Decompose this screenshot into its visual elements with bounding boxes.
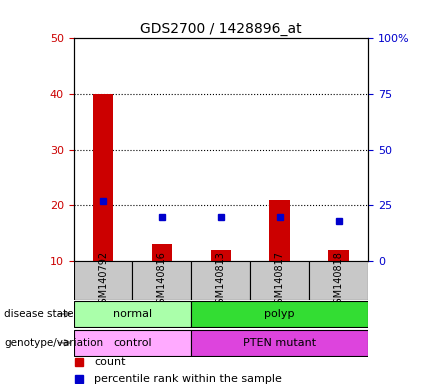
Text: percentile rank within the sample: percentile rank within the sample	[94, 374, 282, 384]
Bar	[191, 330, 368, 356]
Bar	[250, 261, 309, 300]
Bar	[269, 200, 290, 261]
Text: GSM140813: GSM140813	[216, 251, 226, 310]
Bar	[309, 261, 368, 300]
Bar	[93, 94, 113, 261]
Text: disease state: disease state	[4, 309, 74, 319]
Text: PTEN mutant: PTEN mutant	[243, 338, 316, 348]
Bar	[191, 301, 368, 327]
Bar	[152, 245, 172, 261]
Text: polyp: polyp	[265, 309, 295, 319]
Title: GDS2700 / 1428896_at: GDS2700 / 1428896_at	[140, 22, 302, 36]
Bar	[132, 261, 191, 300]
Bar	[74, 301, 191, 327]
Text: GSM140816: GSM140816	[157, 251, 167, 310]
Text: GSM140817: GSM140817	[275, 251, 285, 310]
Text: GSM140818: GSM140818	[333, 251, 344, 310]
Bar	[74, 261, 132, 300]
Bar	[74, 330, 191, 356]
Bar	[191, 261, 250, 300]
Text: count: count	[94, 358, 126, 367]
Bar	[210, 250, 231, 261]
Text: genotype/variation: genotype/variation	[4, 338, 103, 348]
Text: normal: normal	[113, 309, 152, 319]
Text: GSM140792: GSM140792	[98, 251, 108, 310]
Text: control: control	[113, 338, 152, 348]
Bar	[328, 250, 349, 261]
